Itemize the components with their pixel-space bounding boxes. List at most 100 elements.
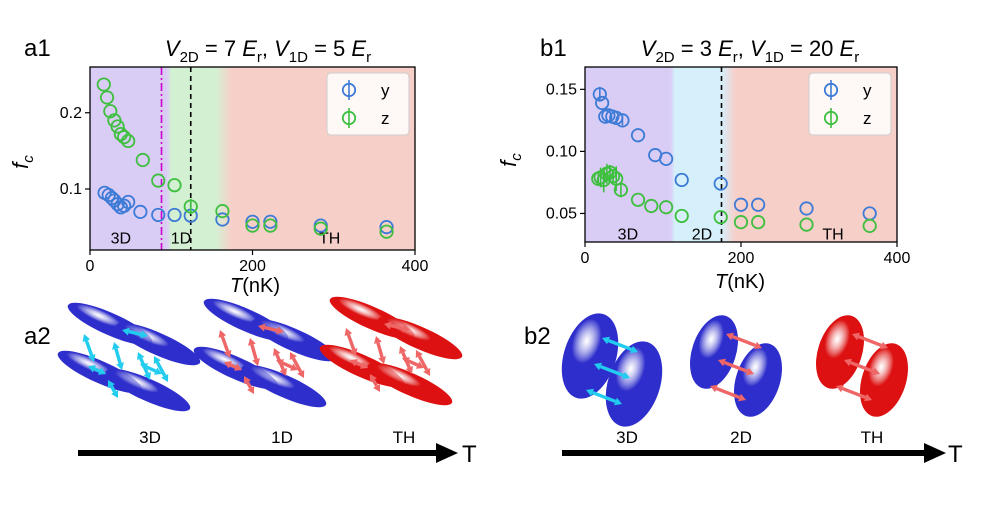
coupling-arrow	[599, 364, 625, 378]
data-point-z	[644, 198, 659, 214]
coupling-arrow	[715, 386, 741, 400]
coupling-arrowhead	[258, 323, 266, 332]
coupling-arrow	[390, 323, 404, 331]
panel-a2: a2 3D 1D TH T	[24, 296, 477, 468]
coupling-arrowhead	[374, 336, 382, 344]
coupling-arrowhead	[276, 359, 285, 367]
data-point-y	[615, 113, 630, 128]
coupling-arrow	[731, 334, 757, 348]
y-axis-label-a1: fc	[8, 155, 37, 169]
coupling-arrowhead	[140, 330, 148, 339]
plot-area-b1: 3D 2D TH 0 200 400 0.05 0.10 0.15 yz	[546, 66, 911, 267]
data-point-z	[263, 218, 278, 233]
data-point-z	[151, 173, 166, 188]
data-point-z	[751, 215, 766, 230]
temperature-arrowhead-b2	[924, 443, 946, 463]
data-point-z	[99, 90, 115, 105]
region-label-th: TH	[822, 227, 843, 244]
coupling-arrow	[229, 363, 237, 369]
data-point-y	[151, 207, 166, 223]
coupling-arrow	[591, 390, 617, 404]
x-axis-label-a1: T(nK)	[230, 275, 280, 297]
coupling-arrow	[128, 329, 142, 337]
coupling-arrowhead	[754, 341, 762, 350]
data-point-y	[117, 198, 132, 213]
chart-title-a1: V2D = 7 Er, V1D = 5 Er	[165, 36, 371, 66]
schematic-icon-th	[816, 315, 908, 417]
coupling-arrow	[607, 338, 633, 352]
data-point-z	[713, 210, 728, 225]
regime-label-b2-2d: 2D	[730, 428, 752, 447]
phase-region-1d	[167, 67, 216, 250]
atom-cloud-pancake	[605, 341, 663, 427]
data-point-y	[713, 176, 728, 191]
coupling-arrowhead	[586, 388, 594, 397]
plot-area-a1: 3D 1D TH 0 200 400 0.1 0.2 yz	[60, 66, 428, 275]
coupling-arrow	[291, 357, 303, 373]
coupling-arrowhead	[224, 361, 233, 369]
data-point-y	[379, 220, 394, 235]
data-point-z	[135, 152, 150, 168]
data-point-z	[215, 204, 230, 219]
coupling-arrowhead	[111, 389, 119, 398]
region-label-3d: 3D	[618, 227, 638, 244]
data-point-z	[605, 169, 621, 184]
schematic-a2	[57, 296, 463, 412]
coupling-arrowhead	[872, 367, 880, 376]
data-point-z	[183, 199, 198, 214]
data-point-z	[379, 224, 394, 239]
coupling-arrow	[417, 355, 429, 371]
coupling-arrowhead	[247, 385, 255, 394]
regime-label-b2-th: TH	[861, 428, 884, 447]
x-tick-label: 400	[884, 250, 911, 267]
regime-label-a2-1d: 1D	[271, 428, 293, 447]
coupling-arrowhead	[399, 346, 407, 355]
coupling-arrowhead	[289, 363, 298, 371]
data-point-y	[733, 197, 749, 212]
coupling-arrowhead	[273, 348, 281, 357]
legend-marker-y	[823, 82, 839, 98]
coupling-arrowhead	[87, 354, 96, 362]
legend	[808, 72, 892, 136]
coupling-arrow	[245, 381, 253, 389]
legend-marker-y	[341, 82, 357, 98]
coupling-arrow	[857, 334, 883, 348]
coupling-arrowhead	[405, 365, 413, 374]
coupling-arrowhead	[252, 358, 260, 366]
x-tick-label: 0	[581, 250, 590, 267]
legend-label-y: y	[863, 81, 872, 100]
atom-cloud-tube	[105, 368, 191, 412]
data-point-z	[613, 182, 628, 197]
coupling-arrow	[371, 379, 379, 387]
coupling-arrowhead	[402, 324, 410, 333]
data-point-y	[245, 214, 260, 229]
coupling-arrow	[93, 367, 101, 373]
coupling-arrowhead	[852, 332, 860, 341]
atom-cloud-pancake	[816, 315, 864, 389]
coupling-arrowhead	[218, 330, 227, 338]
regime-label-a2-th: TH	[393, 428, 416, 447]
atom-cloud-tube	[367, 362, 453, 406]
phase-region-2d	[670, 67, 722, 242]
schematic-icon-1d	[193, 298, 337, 408]
data-point-y	[167, 207, 182, 223]
coupling-arrow	[407, 359, 419, 367]
data-point-z	[245, 218, 260, 233]
x-tick-label: 0	[86, 258, 95, 275]
coupling-arrowhead	[402, 357, 411, 365]
data-point-y	[263, 214, 278, 229]
coupling-arrowhead	[359, 361, 368, 369]
coupling-arrow	[723, 360, 749, 374]
data-point-y	[595, 95, 610, 111]
legend-label-z: z	[381, 109, 390, 128]
x-tick-label: 200	[728, 250, 755, 267]
data-point-z	[110, 119, 125, 134]
coupling-arrowhead	[243, 376, 251, 385]
temperature-arrowhead-a2	[436, 443, 458, 463]
coupling-arrow	[376, 342, 384, 358]
coupling-arrowhead	[112, 342, 120, 350]
data-point-y	[799, 201, 814, 216]
atom-cloud-pancake	[690, 315, 738, 389]
data-point-z	[167, 178, 182, 193]
